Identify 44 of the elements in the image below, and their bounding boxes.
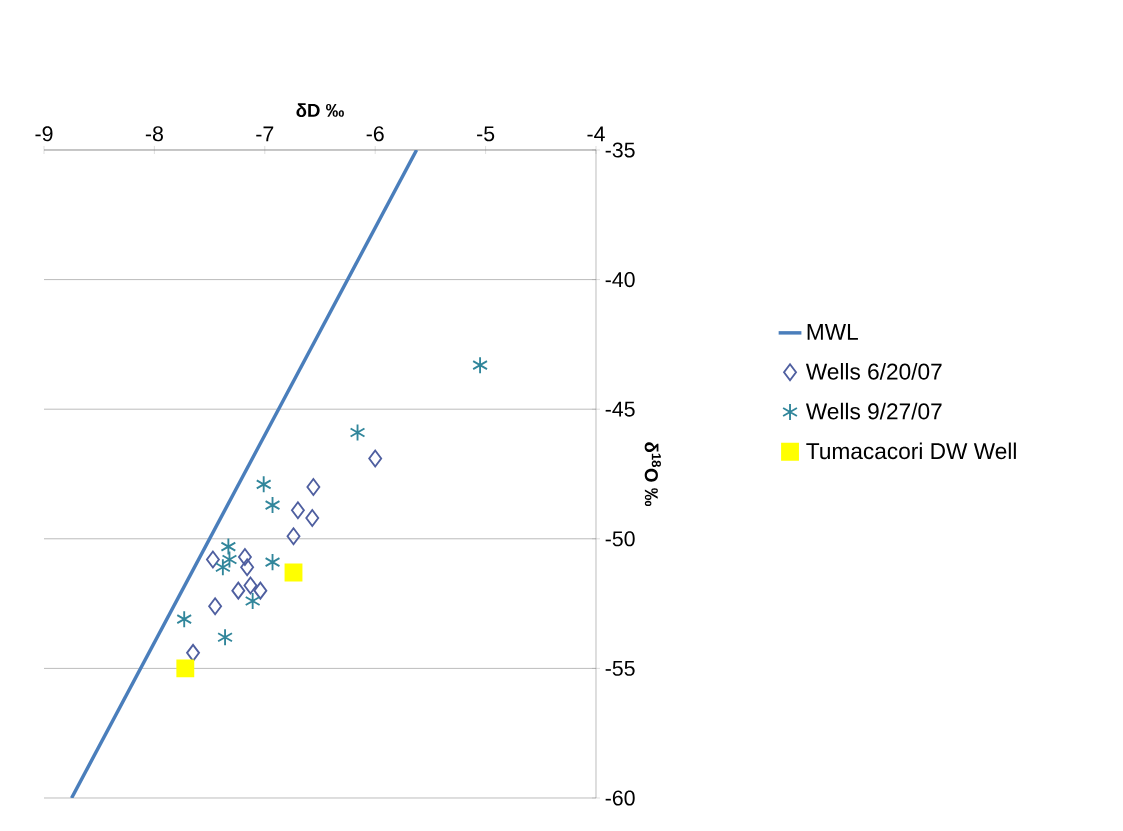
point (243, 576, 258, 595)
legend-label: Tumacacori DW Well (806, 442, 1016, 460)
legend-label: Wells 9/27/07 (805, 402, 942, 420)
point (205, 550, 220, 569)
x-tick-label: -5 (477, 126, 495, 142)
point (186, 643, 200, 662)
point (306, 478, 321, 496)
point (231, 581, 246, 600)
y-tick-label: -40 (605, 272, 635, 288)
point (176, 659, 195, 678)
x-tick-label: -4 (587, 126, 605, 142)
point (305, 509, 320, 527)
legend-label: Wells 6/20/07 (805, 363, 942, 380)
y-axis-title: δ$^{18}$O ‰ (644, 442, 661, 507)
y-tick-label: -45 (605, 401, 635, 417)
x-tick-label: -9 (35, 126, 53, 142)
point (217, 628, 233, 647)
y-tick-label: -60 (605, 790, 635, 806)
point (286, 527, 301, 546)
y-tick-label: -35 (605, 142, 635, 158)
point (220, 537, 237, 556)
y-tick-label: -55 (605, 660, 635, 676)
point (290, 501, 305, 520)
point (284, 563, 303, 582)
x-tick-label: -8 (145, 126, 163, 142)
point (368, 449, 383, 468)
x-tick-label: -6 (366, 126, 384, 142)
point (349, 423, 366, 442)
point (244, 592, 261, 610)
point (264, 496, 281, 515)
point (240, 558, 255, 577)
point (208, 597, 223, 616)
y-tick-label: -50 (605, 531, 635, 547)
x-axis-title: δD ‰ (296, 103, 344, 118)
point (255, 475, 272, 494)
point (221, 550, 238, 569)
x-tick-label: -7 (256, 126, 274, 142)
point (472, 356, 488, 375)
point (176, 610, 193, 629)
legend-label: MWL (807, 324, 858, 340)
point (253, 581, 268, 600)
point (237, 548, 252, 566)
point (214, 558, 231, 577)
point (264, 553, 281, 572)
